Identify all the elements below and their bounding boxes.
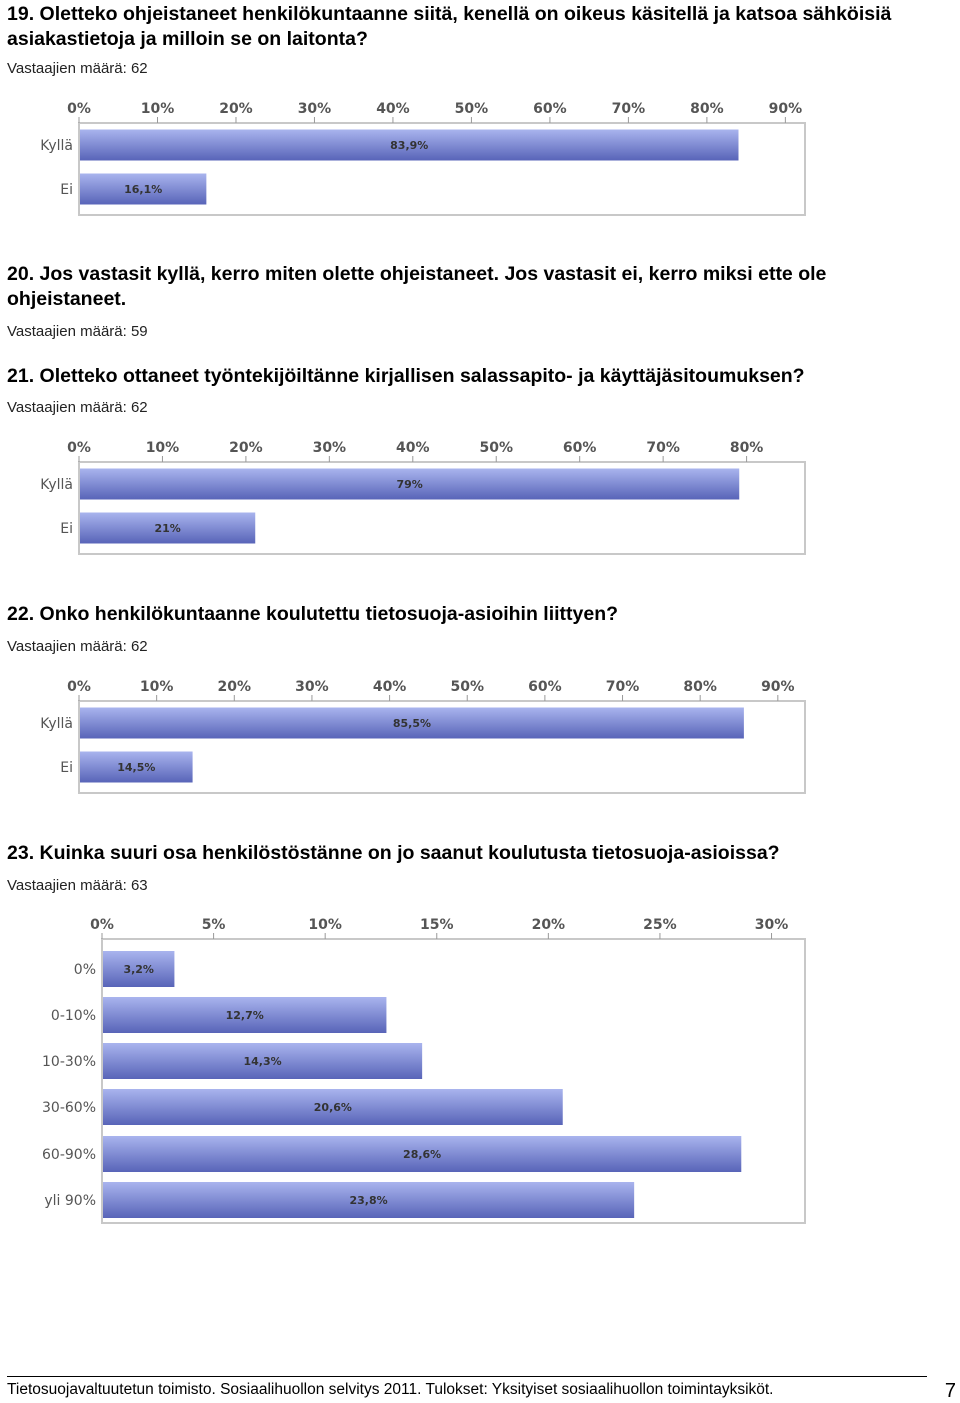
x-tick-label: 40% (396, 440, 430, 456)
bar-value-label: 83,9% (390, 139, 428, 152)
page-number: 7 (944, 1380, 956, 1402)
x-tick-label: 70% (646, 440, 680, 456)
bar-value-label: 14,3% (243, 1055, 281, 1068)
x-tick-label: 10% (146, 440, 180, 456)
category-label: Kyllä (40, 716, 73, 732)
chart-frame (78, 461, 806, 555)
chart-question-19: 0% 10% 20% 30% 40% 50% 60% 70% 80% 90% Kyllä 83,9% E… (40, 101, 806, 216)
x-tick-label: 10% (140, 679, 174, 695)
category-label: Kyllä (40, 138, 73, 154)
bar (80, 751, 193, 783)
category-label: 10-30% (42, 1054, 96, 1070)
x-tick-label: 20% (218, 679, 252, 695)
x-tick-label: 70% (612, 101, 646, 117)
x-tick-label: 30% (295, 679, 329, 695)
x-tick-label: 25% (643, 917, 677, 933)
bar (103, 997, 387, 1033)
category-label: Ei (60, 760, 73, 776)
x-tick-label: 90% (769, 101, 803, 117)
chart-question-21: 0% 10% 20% 30% 40% 50% 60% 70% 80% Kyllä 79% Ei 21% (40, 440, 806, 555)
x-tick-label: 0% (67, 101, 91, 117)
x-tick-label: 50% (455, 101, 489, 117)
question-23-respondent-count: Vastaajien määrä: 63 (7, 877, 148, 894)
question-23-title: 23. Kuinka suuri osa henkilöstöstänne on… (7, 842, 780, 864)
bar-value-label: 21% (154, 522, 180, 535)
x-tick-label: 60% (533, 101, 567, 117)
x-tick-label: 90% (761, 679, 795, 695)
bar (103, 951, 175, 987)
bar (103, 1136, 742, 1172)
chart-frame (101, 938, 806, 1224)
bar-value-label: 28,6% (403, 1148, 441, 1161)
x-tick-label: 0% (67, 440, 91, 456)
category-label: 0-10% (51, 1008, 96, 1024)
bar (103, 1043, 423, 1079)
x-tick-label: 0% (90, 917, 114, 933)
x-tick-label: 15% (420, 917, 454, 933)
question-20-respondent-count: Vastaajien määrä: 59 (7, 323, 148, 340)
x-tick-label: 80% (683, 679, 717, 695)
bar (80, 468, 740, 500)
category-label: 0% (74, 962, 96, 978)
x-tick-label: 20% (532, 917, 566, 933)
x-tick-label: 30% (298, 101, 332, 117)
x-tick-label: 10% (141, 101, 175, 117)
question-21-respondent-count: Vastaajien määrä: 62 (7, 399, 148, 416)
question-22-respondent-count: Vastaajien määrä: 62 (7, 638, 148, 655)
x-tick-label: 80% (690, 101, 724, 117)
x-tick-label: 30% (755, 917, 789, 933)
bar-value-label: 79% (396, 478, 422, 491)
category-label: Ei (60, 521, 73, 537)
bar (80, 129, 739, 161)
category-label: Kyllä (40, 477, 73, 493)
x-tick-label: 70% (606, 679, 640, 695)
chart-question-22: 0% 10% 20% 30% 40% 50% 60% 70% 80% 90% Kyllä 85,5% E… (40, 679, 806, 794)
x-tick-label: 40% (376, 101, 410, 117)
x-tick-label: 0% (67, 679, 91, 695)
bar (80, 173, 207, 205)
bar-value-label: 23,8% (349, 1194, 387, 1207)
x-tick-label: 80% (730, 440, 764, 456)
x-tick-label: 50% (479, 440, 513, 456)
question-19-respondent-count: Vastaajien määrä: 62 (7, 60, 148, 77)
x-tick-label: 20% (219, 101, 253, 117)
footer-rule (7, 1376, 927, 1377)
bar-value-label: 3,2% (123, 963, 154, 976)
chart-frame (78, 122, 806, 216)
bar-value-label: 16,1% (124, 183, 162, 196)
category-label: yli 90% (44, 1193, 96, 1209)
question-19-title: 19. Oletteko ohjeistaneet henkilökuntaan… (7, 3, 892, 50)
bar (103, 1089, 563, 1125)
x-tick-label: 60% (563, 440, 597, 456)
x-tick-label: 30% (313, 440, 347, 456)
question-20-title: 20. Jos vastasit kyllä, kerro miten olet… (7, 263, 827, 310)
x-tick-label: 40% (373, 679, 407, 695)
footer-text: Tietosuojavaltuutetun toimisto. Sosiaali… (7, 1381, 774, 1398)
x-tick-label: 60% (528, 679, 562, 695)
bar (80, 707, 744, 739)
bar-value-label: 12,7% (226, 1009, 264, 1022)
bar-value-label: 20,6% (314, 1101, 352, 1114)
x-tick-label: 10% (308, 917, 342, 933)
question-21-title: 21. Oletteko ottaneet työntekijöiltänne … (7, 365, 805, 387)
category-label: 60-90% (42, 1147, 96, 1163)
bar (80, 512, 256, 544)
category-label: Ei (60, 182, 73, 198)
bar-value-label: 14,5% (117, 761, 155, 774)
x-tick-label: 5% (202, 917, 226, 933)
chart-frame (78, 700, 806, 794)
chart-question-23: 0% 5% 10% 15% 20% 25% 30% 0% 3,2% 0-10% 12,7% 10-30… (42, 917, 806, 1224)
bar-value-label: 85,5% (393, 717, 431, 730)
x-tick-label: 50% (450, 679, 484, 695)
category-label: 30-60% (42, 1100, 96, 1116)
bar (103, 1182, 635, 1218)
x-tick-label: 20% (229, 440, 263, 456)
question-22-title: 22. Onko henkilökuntaanne koulutettu tie… (7, 603, 619, 625)
